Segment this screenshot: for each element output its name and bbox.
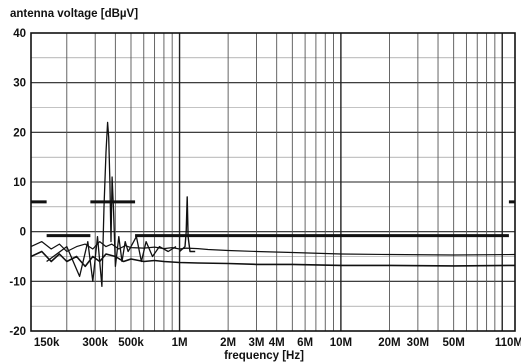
- y-axis-title: antenna voltage [dBµV]: [10, 8, 138, 20]
- x-axis-title: frequency [Hz]: [224, 350, 304, 362]
- y-tick-label: -10: [9, 276, 26, 288]
- x-tick-label: 20M: [378, 337, 400, 349]
- series-group: [30, 121, 516, 287]
- x-tick-label: 1M: [172, 337, 188, 349]
- limit-line: [31, 200, 515, 238]
- series-line: [30, 241, 516, 256]
- x-tick-label: 6M: [297, 337, 313, 349]
- x-tick-label: 3M: [249, 337, 265, 349]
- series-line: [46, 121, 177, 287]
- x-tick-label: 30M: [407, 337, 429, 349]
- x-tick-label: 2M: [220, 337, 236, 349]
- y-tick-label: 0: [20, 227, 26, 239]
- x-tick-label: 110M: [495, 337, 521, 349]
- x-tick-label: 4M: [269, 337, 285, 349]
- grid: [31, 32, 515, 332]
- x-tick-label: 150k: [34, 337, 60, 349]
- x-tick-label: 500k: [118, 337, 144, 349]
- series-line: [179, 196, 196, 253]
- y-tick-label: 40: [13, 28, 26, 40]
- y-tick-label: 20: [13, 127, 26, 139]
- y-tick-label: -20: [9, 326, 26, 338]
- plot-frame: [30, 32, 516, 332]
- x-tick-labels: 150k 300k 500k 1M 2M 3M 4M 6M 10M 20M 30M 50M 110M: [34, 337, 521, 349]
- x-tick-label: 300k: [82, 337, 108, 349]
- x-tick-label: 10M: [330, 337, 352, 349]
- x-tick-label: 50M: [442, 337, 464, 349]
- series-line: [30, 250, 516, 268]
- y-tick-label: 30: [13, 78, 26, 90]
- y-tick-labels: 40 30 20 10 0 -10 -20: [9, 28, 26, 338]
- y-tick-label: 10: [13, 177, 26, 189]
